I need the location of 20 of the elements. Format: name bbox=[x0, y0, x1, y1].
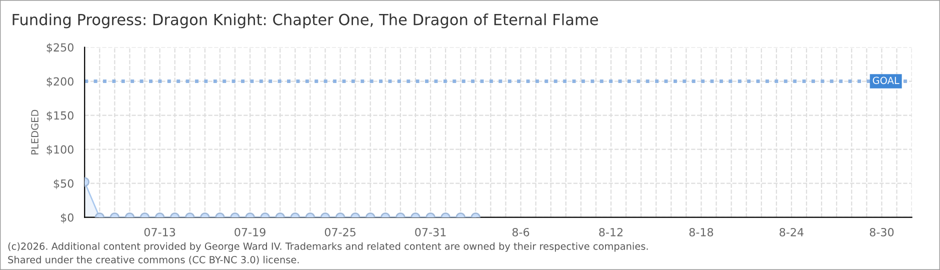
chart-title: Funding Progress: Dragon Knight: Chapter One, The Dragon of Eternal Flame bbox=[12, 14, 598, 28]
ref-line-label: GOAL bbox=[872, 76, 900, 84]
text: Shared under the creative commons (CC BY-NC 3.0) license. bbox=[8, 256, 299, 265]
x-tick-label: 07-25 bbox=[324, 228, 356, 236]
x-tick-label: 8-6 bbox=[512, 228, 530, 236]
x-tick-label: 8-12 bbox=[599, 228, 622, 236]
y-axis-title: PLEDGED bbox=[31, 110, 38, 154]
y-tick-label: $200 bbox=[46, 77, 74, 88]
y-tick-label: $150 bbox=[46, 111, 74, 122]
y-tick-label: $100 bbox=[46, 145, 74, 156]
y-tick-label: $50 bbox=[54, 179, 74, 190]
y-tick-label: $0 bbox=[60, 213, 74, 224]
x-tick-label: 07-31 bbox=[415, 228, 446, 236]
y-tick-label: $250 bbox=[46, 43, 74, 54]
x-tick-label: 07-13 bbox=[144, 228, 176, 236]
x-tick-label: 8-30 bbox=[870, 228, 894, 236]
x-tick-label: 07-19 bbox=[234, 228, 266, 236]
text: (c)2026. Additional content provided by George Ward IV. Trademarks and related content are owned by their respective companies. bbox=[8, 242, 648, 252]
x-tick-label: 8-24 bbox=[780, 228, 804, 236]
x-tick-label: 8-18 bbox=[689, 228, 714, 236]
